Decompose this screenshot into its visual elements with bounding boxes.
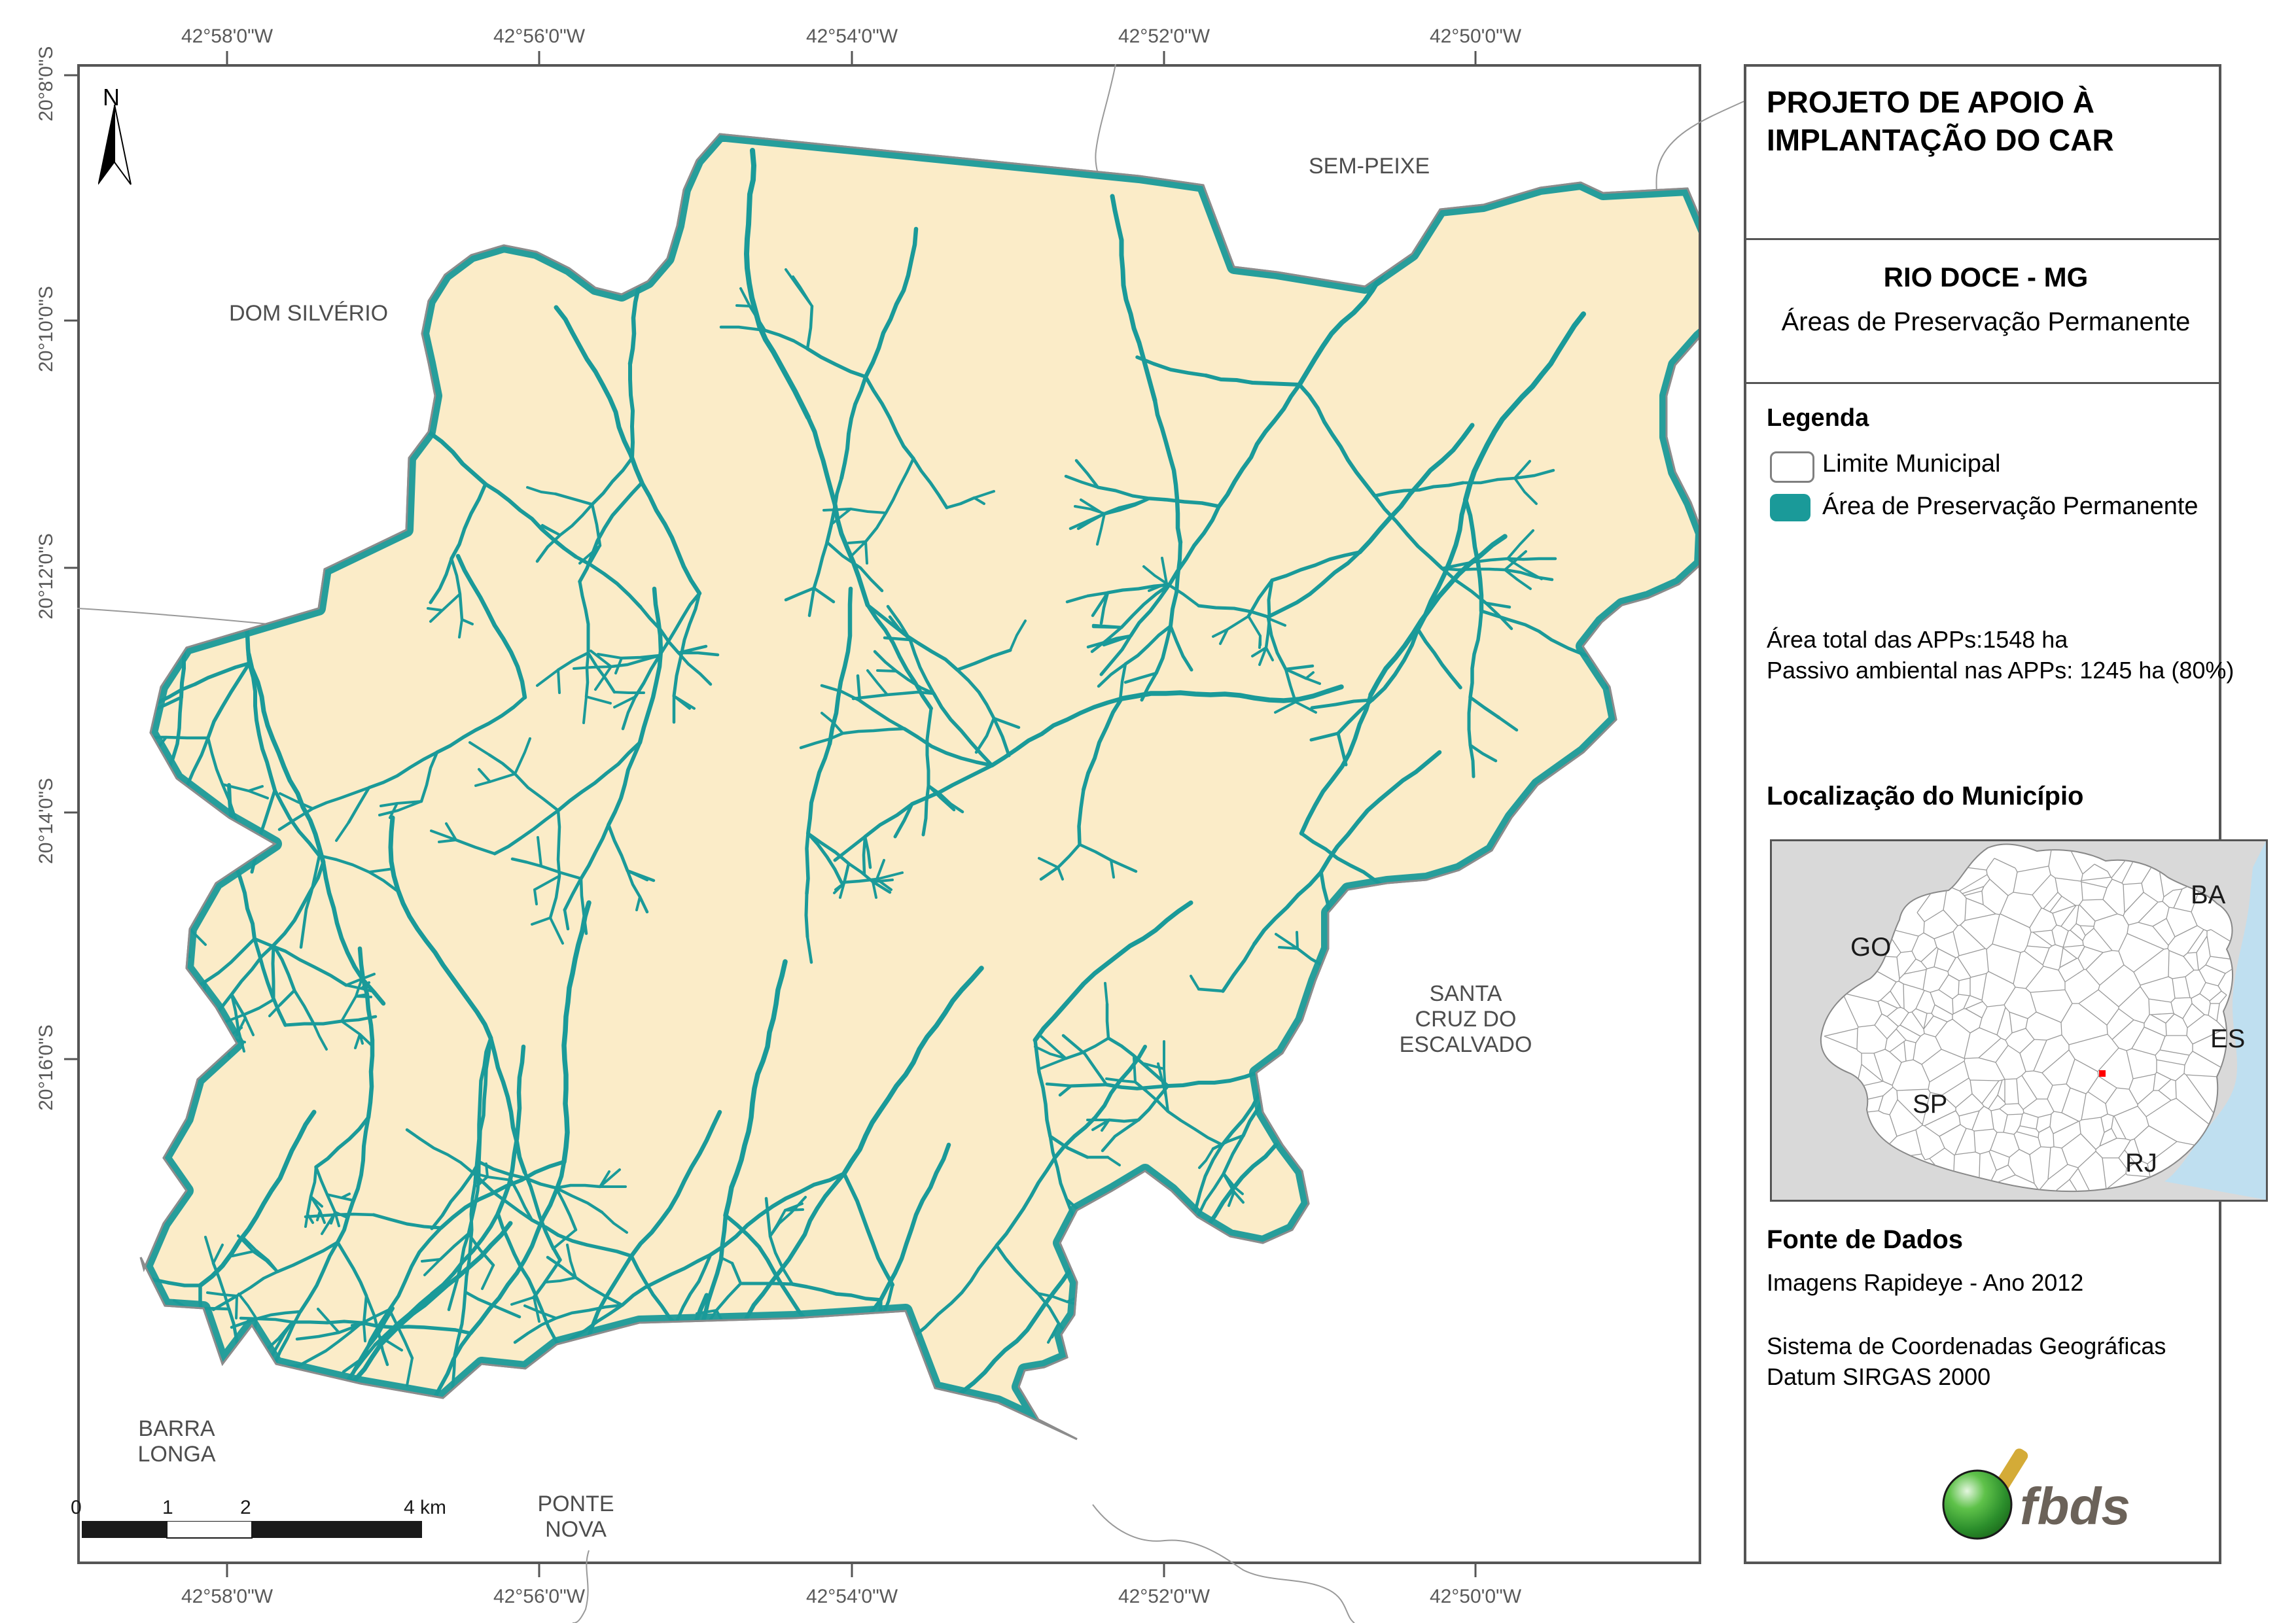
svg-text:fbds: fbds xyxy=(2020,1477,2130,1535)
svg-text:ES: ES xyxy=(2210,1024,2245,1053)
svg-text:SP: SP xyxy=(1913,1090,1947,1119)
svg-text:RJ: RJ xyxy=(2125,1149,2157,1178)
svg-text:GO: GO xyxy=(1850,933,1891,962)
svg-text:BA: BA xyxy=(2191,881,2226,909)
